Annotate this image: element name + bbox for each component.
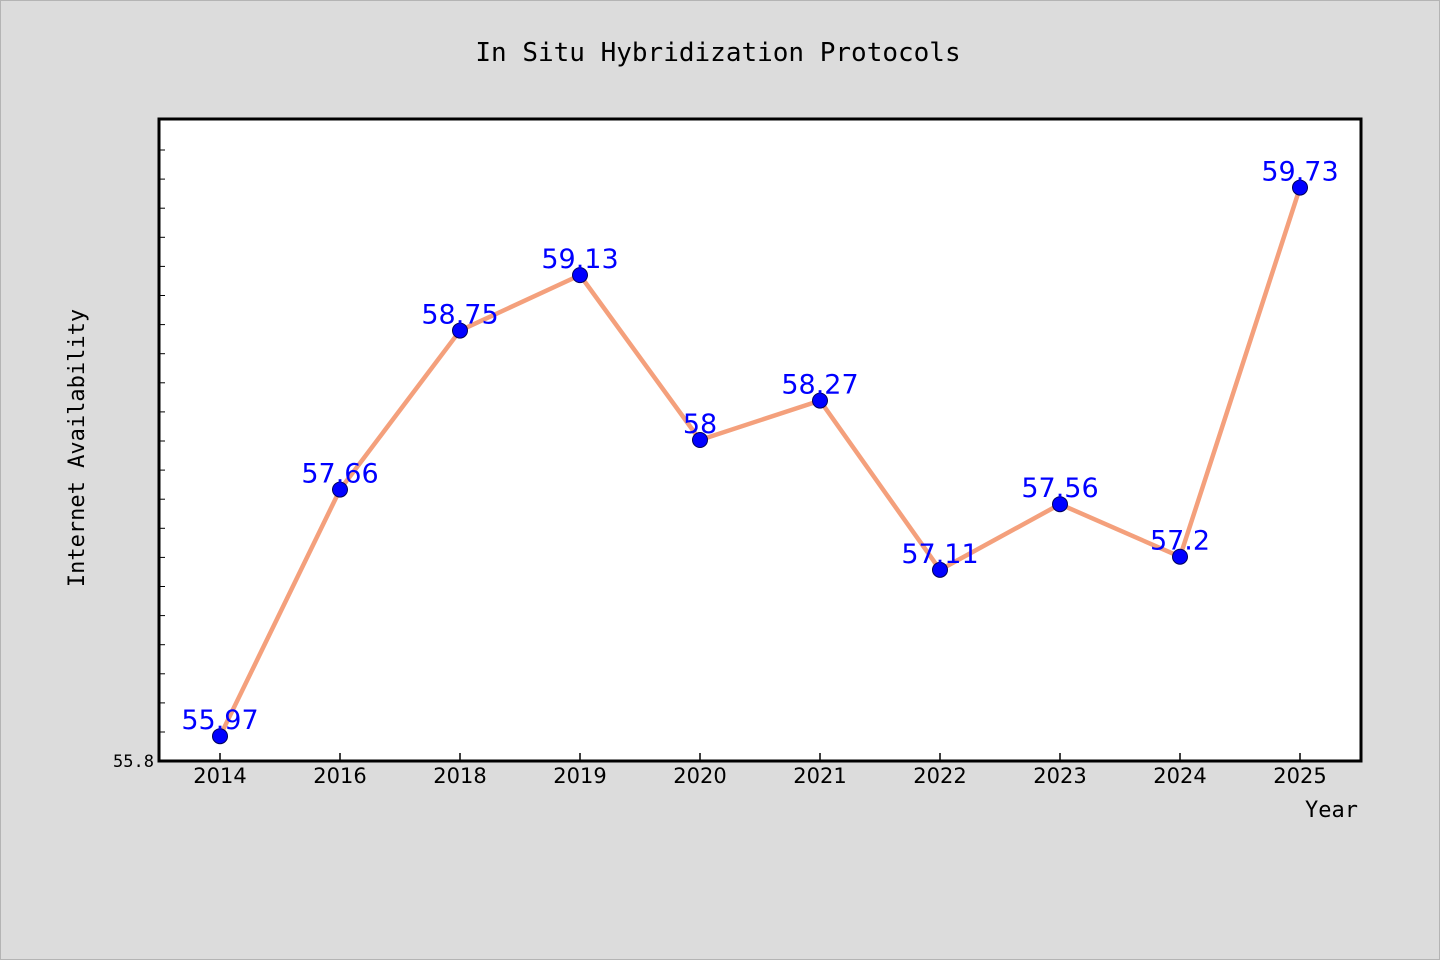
x-axis-ticks xyxy=(219,753,1301,761)
chart-title: In Situ Hybridization Protocols xyxy=(475,38,960,68)
x-tick-label: 2023 xyxy=(1033,764,1086,788)
y-axis-label: Internet Availability xyxy=(65,309,90,587)
data-point xyxy=(692,432,708,448)
x-tick-label: 2022 xyxy=(913,764,966,788)
data-point xyxy=(452,322,468,339)
x-axis-tick-labels: 2014 2016 2018 2019 2020 2021 2022 2023 2024 2025 xyxy=(193,764,1326,788)
data-point xyxy=(572,267,588,284)
data-point xyxy=(1172,548,1188,565)
x-tick-label: 2025 xyxy=(1273,764,1326,788)
data-label: 59.73 xyxy=(1261,157,1338,188)
x-tick-label: 2019 xyxy=(553,764,606,788)
data-labels: 55.97 57.66 58.75 59.13 58 58.27 57.11 57.56 57.… xyxy=(181,157,1338,737)
data-point xyxy=(932,561,948,578)
data-label: 58.27 xyxy=(781,370,858,401)
x-tick-label: 2020 xyxy=(673,764,726,788)
data-label: 57.11 xyxy=(901,539,978,570)
x-tick-label: 2018 xyxy=(433,764,486,788)
y-tick-label: 55.8 xyxy=(113,752,154,772)
y-axis-ticks xyxy=(159,149,165,733)
data-label: 58 xyxy=(683,409,717,440)
data-label: 55.97 xyxy=(181,705,258,736)
data-label: 57.66 xyxy=(301,459,378,490)
x-tick-label: 2016 xyxy=(313,764,366,788)
data-point xyxy=(332,481,348,498)
data-point xyxy=(212,728,228,745)
x-tick-label: 2024 xyxy=(1153,764,1206,788)
x-axis-label: Year xyxy=(1305,798,1358,823)
data-label: 57.2 xyxy=(1150,526,1210,557)
data-label: 57.56 xyxy=(1021,473,1098,504)
x-tick-label: 2014 xyxy=(193,764,246,788)
data-label: 58.75 xyxy=(421,300,498,331)
x-tick-label: 2021 xyxy=(793,764,846,788)
data-label: 59.13 xyxy=(541,244,618,275)
data-point xyxy=(1292,179,1308,196)
data-point xyxy=(812,392,828,409)
series-line xyxy=(217,185,1303,739)
plot-area xyxy=(157,117,1363,763)
data-point xyxy=(1052,496,1068,513)
data-markers xyxy=(212,179,1308,745)
